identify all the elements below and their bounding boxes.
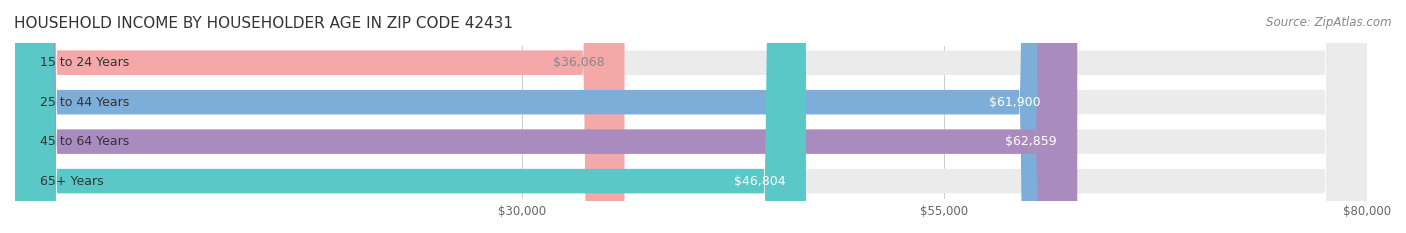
FancyBboxPatch shape <box>15 0 624 233</box>
Text: Source: ZipAtlas.com: Source: ZipAtlas.com <box>1267 16 1392 29</box>
FancyBboxPatch shape <box>15 0 1077 233</box>
FancyBboxPatch shape <box>15 0 1367 233</box>
Text: $62,859: $62,859 <box>1005 135 1057 148</box>
Text: 65+ Years: 65+ Years <box>41 175 104 188</box>
Text: $46,804: $46,804 <box>734 175 786 188</box>
Text: 15 to 24 Years: 15 to 24 Years <box>41 56 129 69</box>
FancyBboxPatch shape <box>15 0 1367 233</box>
FancyBboxPatch shape <box>15 0 1367 233</box>
FancyBboxPatch shape <box>15 0 1367 233</box>
FancyBboxPatch shape <box>15 0 806 233</box>
Text: HOUSEHOLD INCOME BY HOUSEHOLDER AGE IN ZIP CODE 42431: HOUSEHOLD INCOME BY HOUSEHOLDER AGE IN Z… <box>14 16 513 31</box>
Text: 45 to 64 Years: 45 to 64 Years <box>41 135 129 148</box>
Text: $61,900: $61,900 <box>990 96 1040 109</box>
Text: 25 to 44 Years: 25 to 44 Years <box>41 96 129 109</box>
Text: $36,068: $36,068 <box>553 56 605 69</box>
FancyBboxPatch shape <box>15 0 1062 233</box>
